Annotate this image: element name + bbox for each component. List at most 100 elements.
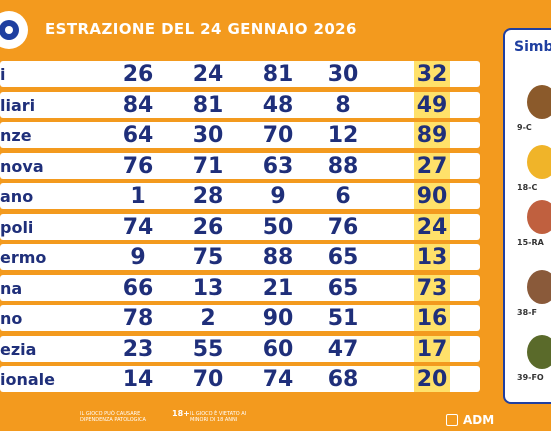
highlight-cell (414, 366, 450, 392)
drawn-number: 88 (327, 153, 359, 179)
drawn-number: 75 (192, 245, 224, 270)
city-name: ionale (0, 370, 55, 389)
city-name: nze (0, 126, 32, 145)
age-badge: 18+ (172, 409, 190, 418)
highlight-cell (414, 183, 450, 209)
symbol-label: 9-C (517, 123, 532, 132)
drawn-number: 68 (327, 367, 359, 392)
symbol-label: 15-RA (517, 238, 544, 247)
adm-emblem-icon (446, 414, 458, 426)
drawn-number: 65 (327, 245, 359, 270)
table-row: poli 74 26 50 76 24 (0, 212, 480, 242)
footer-notice-minors: IL GIOCO È VIETATO AI MINORI DI 18 ANNI (190, 411, 247, 423)
drawn-number: 74 (262, 367, 294, 392)
highlighted-number: 20 (416, 367, 448, 392)
drawn-number: 81 (192, 92, 224, 118)
drawn-number: 70 (192, 367, 224, 392)
city-name: nova (0, 156, 44, 176)
drawn-number: 12 (327, 123, 359, 148)
drawn-number: 78 (122, 306, 154, 331)
row-background (0, 213, 480, 240)
drawn-number: 84 (122, 92, 154, 118)
drawn-number: 9 (130, 245, 146, 270)
row-background (0, 274, 480, 301)
city-name: na (0, 278, 23, 298)
highlighted-number: 13 (416, 245, 448, 270)
row-background (0, 183, 480, 209)
drawn-number: 55 (192, 336, 224, 362)
drawn-number: 76 (327, 214, 359, 240)
table-row: ermo 9 75 88 65 13 (0, 242, 480, 272)
drawn-number: 14 (122, 367, 154, 392)
drawn-number: 63 (262, 153, 294, 179)
highlight-cell (414, 61, 450, 87)
table-row: ano 1 28 9 6 90 (0, 181, 480, 211)
city-name: ermo (0, 248, 47, 267)
drawn-number: 47 (327, 336, 359, 362)
row-background (0, 61, 480, 87)
table-row: i 26 24 81 30 32 (0, 59, 480, 89)
top-bar (0, 0, 551, 62)
highlighted-number: 16 (416, 306, 448, 331)
highlighted-number: 17 (416, 336, 448, 362)
row-background (0, 244, 480, 270)
table-row: na 66 13 21 65 73 (0, 273, 480, 303)
drawn-number: 30 (192, 123, 224, 148)
row-background (0, 366, 480, 392)
row-background (0, 152, 480, 179)
symbols-title: Simb (514, 39, 551, 55)
highlighted-number: 49 (416, 92, 448, 118)
table-row: nova 76 71 63 88 27 (0, 151, 480, 181)
row-background (0, 335, 480, 362)
drawn-number: 2 (200, 306, 216, 331)
highlight-cell (414, 305, 450, 331)
drawn-number: 48 (262, 92, 294, 118)
footer-notice-dependency: IL GIOCO PUÒ CAUSARE DIPENDENZA PATOLOGI… (80, 411, 146, 423)
draw-results-table: i 26 24 81 30 32 liari 84 81 48 8 49 nze 64 30 70 12 89 no… (0, 59, 480, 395)
table-row: ionale 14 70 74 68 20 (0, 364, 480, 394)
drawn-number: 88 (262, 245, 294, 270)
drawn-number: 9 (270, 184, 286, 209)
drawn-number: 30 (327, 62, 359, 87)
highlight-cell (414, 122, 450, 148)
cake-icon (527, 85, 551, 119)
drawn-number: 26 (122, 62, 154, 87)
drawn-number: 70 (262, 123, 294, 148)
drawn-number: 28 (192, 184, 224, 209)
table-row: liari 84 81 48 8 49 (0, 90, 480, 120)
city-name: i (0, 65, 6, 84)
drawn-number: 60 (262, 336, 294, 362)
drawn-number: 21 (262, 275, 294, 301)
city-name: poli (0, 217, 34, 237)
drawn-number: 51 (327, 306, 359, 331)
city-name: ano (0, 187, 34, 206)
highlight-cell (414, 244, 450, 270)
footer (0, 408, 551, 431)
city-name: no (0, 309, 23, 328)
row-background (0, 305, 480, 331)
highlighted-number: 90 (416, 184, 448, 209)
drawn-number: 13 (192, 275, 224, 301)
highlighted-number: 89 (416, 123, 448, 148)
highlight-cell (414, 91, 450, 118)
drawn-number: 66 (122, 275, 154, 301)
drawn-number: 1 (130, 184, 146, 209)
highlight-cell (414, 152, 450, 179)
drawn-number: 90 (262, 306, 294, 331)
drawn-number: 8 (335, 92, 351, 118)
drawn-number: 24 (192, 62, 224, 87)
symbol-label: 38-F (517, 308, 537, 317)
symbol-label: 39-FO (517, 373, 544, 382)
drawn-number: 6 (335, 184, 351, 209)
drawn-number: 81 (262, 62, 294, 87)
drawn-number: 74 (122, 214, 154, 240)
symbols-panel: Simb 9-C 18-C 15-RA 38-F 39-FO (503, 28, 551, 404)
page-title: ESTRAZIONE DEL 24 GENNAIO 2026 (45, 20, 357, 38)
lotto-logo-dot (5, 26, 13, 34)
highlighted-number: 32 (416, 62, 448, 87)
table-row: no 78 2 90 51 16 (0, 303, 480, 333)
adm-logo: ADM (463, 413, 495, 427)
highlighted-number: 24 (416, 214, 448, 240)
highlight-cell (414, 213, 450, 240)
drawn-number: 71 (192, 153, 224, 179)
